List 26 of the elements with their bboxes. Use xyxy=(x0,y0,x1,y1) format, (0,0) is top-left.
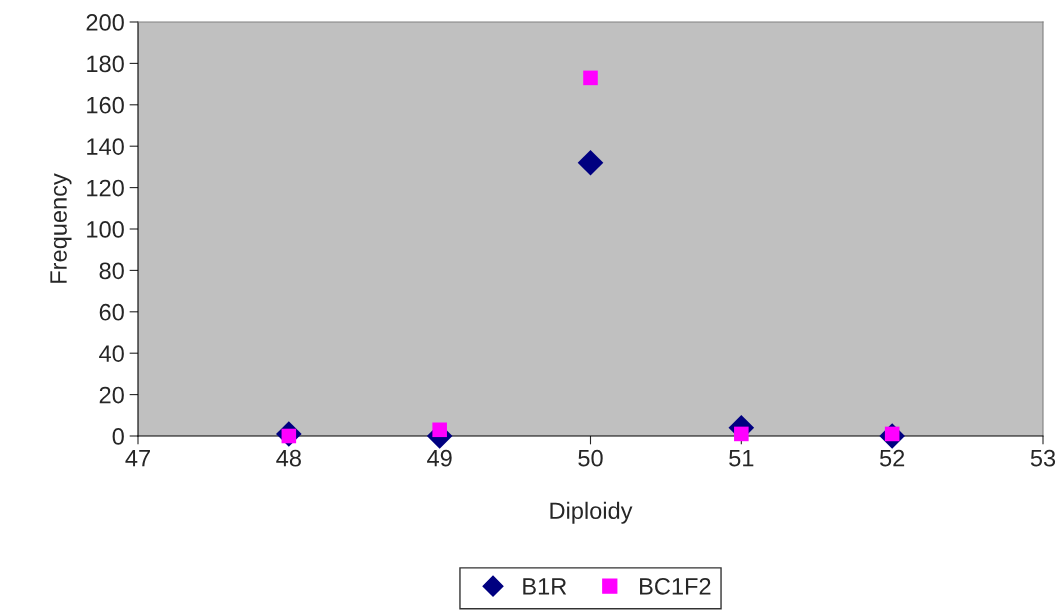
x-tick-label: 49 xyxy=(427,449,452,467)
point xyxy=(432,422,447,438)
x-tick-label: 51 xyxy=(729,450,754,467)
x-tick-label: 50 xyxy=(578,449,603,467)
y-tick-label: 80 xyxy=(99,262,124,280)
y-tick-label: 180 xyxy=(87,55,124,73)
point xyxy=(734,426,749,442)
y-tick-label: 60 xyxy=(99,303,124,321)
y-tick-label: 20 xyxy=(99,386,124,404)
y-tick-label: 160 xyxy=(87,96,124,114)
legend-label: BC1F2 xyxy=(640,577,711,595)
y-tick-label: 0 xyxy=(112,428,124,445)
y-axis-title: Frequency xyxy=(50,173,72,283)
y-tick-label: 40 xyxy=(99,345,124,362)
y-tick-label: 100 xyxy=(87,221,124,238)
x-axis-title: Diploidy xyxy=(550,501,633,524)
point xyxy=(577,149,604,176)
x-tick-label: 52 xyxy=(879,449,905,467)
x-tick-label: 53 xyxy=(1030,449,1056,467)
x-tick-label: 48 xyxy=(276,449,301,467)
legend-label: B1R xyxy=(523,578,567,595)
point xyxy=(583,70,598,86)
x-tick-label: 47 xyxy=(125,450,150,467)
y-tick-label: 140 xyxy=(87,138,124,155)
y-tick-label: 120 xyxy=(87,179,124,197)
y-tick-label: 200 xyxy=(86,14,124,31)
